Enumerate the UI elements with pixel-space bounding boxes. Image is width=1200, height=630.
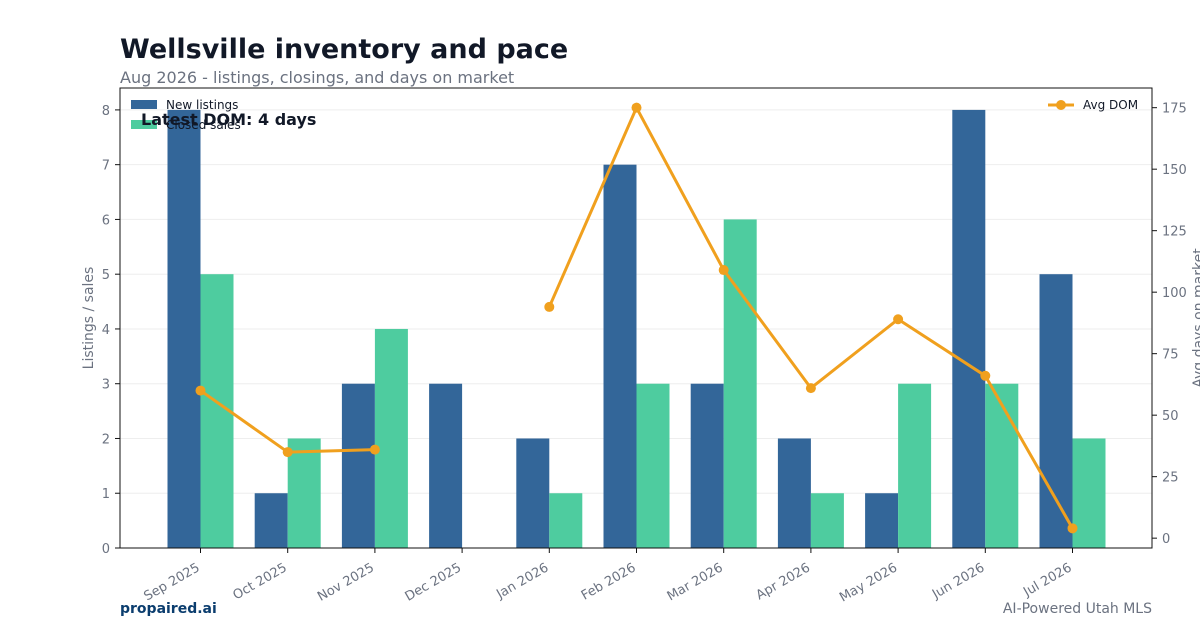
legend-label-new-listings: New listings — [166, 98, 238, 112]
x-tick-label: Sep 2025 — [142, 560, 203, 604]
chart-title: Wellsville inventory and pace — [120, 34, 569, 65]
bar-new-listings — [603, 164, 637, 548]
y-tick-label: 4 — [102, 323, 110, 338]
y2-axis-label: Avg days on market — [1191, 248, 1200, 388]
bar-closed-sales — [985, 383, 1019, 548]
bar-closed-sales — [1072, 438, 1106, 548]
dom-point — [195, 385, 206, 396]
bar-new-listings — [516, 438, 550, 548]
legends: New listings Closed sales Avg DOM — [131, 98, 1138, 132]
bar-new-listings — [341, 383, 375, 548]
x-tick-label: Feb 2026 — [579, 560, 639, 603]
bars — [167, 109, 1106, 549]
brand-link[interactable]: propaired.ai — [120, 601, 217, 617]
legend-swatch-new-listings — [131, 100, 157, 109]
bar-closed-sales — [374, 328, 408, 548]
dom-point — [1067, 523, 1078, 534]
dom-point — [980, 370, 991, 381]
bar-new-listings — [167, 109, 201, 549]
y-tick-label: 6 — [102, 213, 110, 228]
x-tick-label: Jul 2026 — [1020, 560, 1074, 600]
y2-tick-label: 175 — [1162, 102, 1187, 117]
latest-dom-annotation: Latest DOM: 4 days — [141, 110, 316, 129]
y-tick-label: 8 — [102, 104, 110, 119]
dom-point — [631, 102, 642, 113]
bar-closed-sales — [810, 493, 844, 548]
legend-label-avg-dom: Avg DOM — [1083, 98, 1138, 112]
y2-tick-label: 75 — [1162, 348, 1179, 363]
bar-closed-sales — [549, 493, 583, 548]
y-tick-label: 3 — [102, 378, 110, 393]
bar-closed-sales — [287, 438, 321, 548]
dom-point — [805, 383, 816, 394]
legend-swatch-closed-sales — [131, 120, 157, 129]
y2-tick-label: 150 — [1162, 163, 1187, 178]
legend-marker-avg-dom — [1056, 100, 1066, 110]
y-axis-label: Listings / sales — [81, 267, 97, 370]
x-tick-label: May 2026 — [837, 560, 900, 605]
y2-tick-label: 125 — [1162, 225, 1187, 240]
x-tick-label: Jan 2026 — [493, 560, 551, 602]
bar-new-listings — [254, 493, 288, 548]
y2-tick-label: 0 — [1162, 532, 1170, 547]
dom-point — [718, 265, 729, 276]
legend-label-closed-sales: Closed sales — [166, 118, 241, 132]
dom-point — [282, 447, 293, 458]
bar-new-listings — [865, 493, 899, 548]
bar-new-listings — [690, 383, 724, 548]
y-tick-label: 5 — [102, 268, 110, 283]
x-tick-label: Nov 2025 — [315, 560, 377, 604]
dom-point — [544, 301, 555, 312]
x-tick-label: Jun 2026 — [929, 560, 987, 602]
chart-subtitle: Aug 2026 - listings, closings, and days … — [120, 68, 515, 87]
x-tick-label: Apr 2026 — [754, 560, 813, 603]
bar-closed-sales — [723, 219, 757, 548]
bar-new-listings — [952, 109, 986, 549]
bar-new-listings — [1039, 274, 1073, 548]
y2-tick-label: 25 — [1162, 471, 1179, 486]
y2-tick-label: 50 — [1162, 409, 1179, 424]
y-tick-label: 2 — [102, 432, 110, 447]
y2-tick-label: 100 — [1162, 286, 1187, 301]
y-tick-label: 1 — [102, 487, 110, 502]
y-tick-label: 7 — [102, 159, 110, 174]
x-tick-label: Dec 2025 — [403, 560, 465, 604]
bar-new-listings — [777, 438, 811, 548]
footer-tagline: AI-Powered Utah MLS — [1002, 601, 1152, 617]
x-tick-label: Oct 2025 — [230, 560, 289, 603]
bar-new-listings — [429, 383, 463, 548]
dom-point — [893, 314, 904, 325]
y-tick-label: 0 — [102, 542, 110, 557]
x-tick-label: Mar 2026 — [665, 560, 726, 604]
bar-closed-sales — [898, 383, 932, 548]
bar-closed-sales — [636, 383, 670, 548]
dom-line — [195, 102, 1078, 534]
dom-point — [369, 444, 380, 455]
